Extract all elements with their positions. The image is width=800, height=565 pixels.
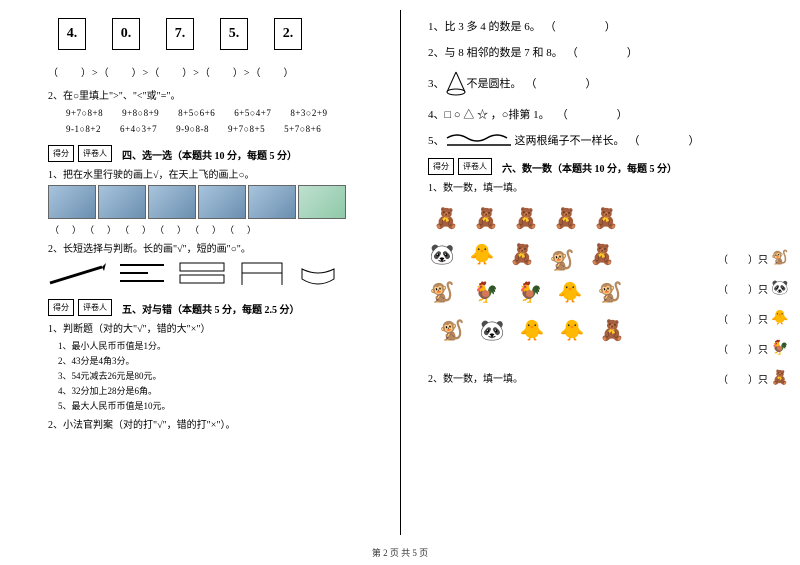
- judge-item: 4、32分加上28分是6角。: [58, 384, 382, 397]
- s6-q1: 1、数一数，填一填。: [428, 179, 760, 194]
- math-row-1: 9+7○8+8 9+8○8+9 8+5○6+6 6+5○4+7 8+3○2+9: [66, 106, 382, 119]
- rooster-icon: 🐓: [472, 278, 500, 306]
- heli-img: [198, 185, 246, 219]
- numbox-1: 4.: [58, 18, 86, 50]
- s5-q2: 2、小法官判案（对的打"√"，错的打"×"）。: [48, 416, 382, 431]
- count-row: （ ）只🐒: [718, 250, 788, 266]
- rooster-icon: 🐓: [516, 278, 544, 306]
- vehicle-images: [48, 185, 382, 219]
- duck-icon: 🐥: [558, 316, 586, 344]
- lines1-icon: [118, 261, 168, 287]
- monkey-icon: 🐒: [438, 316, 466, 344]
- column-divider: [400, 10, 401, 535]
- r-line2: 2、与 8 相邻的数是 7 和 8。（ ）: [428, 44, 760, 60]
- section5-title: 五、对与错（本题共 5 分，每题 2.5 分）: [122, 301, 300, 316]
- judge-item: 1、最小人民币币值是1分。: [58, 339, 382, 352]
- ropes-icon: [445, 132, 515, 148]
- section4-title: 四、选一选（本题共 10 分，每题 5 分）: [122, 147, 297, 162]
- panda-icon: 🐼: [772, 280, 788, 296]
- count-row: （ ）只🧸: [718, 370, 788, 386]
- bear-icon: 🧸: [598, 316, 626, 344]
- score-box: 得分: [48, 299, 74, 316]
- ship2-img: [98, 185, 146, 219]
- s4-q2: 2、长短选择与判断。长的画"√"，短的画"○"。: [48, 240, 382, 255]
- judge-item: 2、43分是4角3分。: [58, 354, 382, 367]
- length-images: [48, 259, 382, 289]
- section6-title: 六、数一数（本题共 10 分，每题 5 分）: [502, 160, 677, 175]
- score-box: 得分: [428, 158, 454, 175]
- rooster-icon: 🐓: [772, 340, 788, 356]
- page-footer: 第 2 页 共 5 页: [0, 546, 800, 559]
- bed-icon: [238, 259, 288, 289]
- sled-icon: [298, 259, 338, 289]
- ship1-img: [48, 185, 96, 219]
- bear-icon: 🧸: [772, 370, 788, 386]
- bear-icon: 🧸: [552, 204, 580, 232]
- numbox-5: 2.: [274, 18, 302, 50]
- numbox-2: 0.: [112, 18, 140, 50]
- math-row-2: 9-1○8+2 6+4○3+7 9-9○8-8 9+7○8+5 5+7○8+6: [66, 122, 382, 135]
- monkey-icon: 🐒: [428, 278, 456, 306]
- grader-box: 评卷人: [78, 299, 112, 316]
- bear-icon: 🧸: [512, 204, 540, 232]
- judge-item: 5、最大人民币币值是10元。: [58, 399, 382, 412]
- s6-q2: 2、数一数，填一填。: [428, 370, 760, 385]
- duck-icon: 🐥: [518, 316, 546, 344]
- count-row: （ ）只🐼: [718, 280, 788, 296]
- pen-icon: [48, 261, 108, 287]
- score-row-4: 得分 评卷人 四、选一选（本题共 10 分，每题 5 分）: [48, 145, 382, 162]
- bear-icon: 🧸: [432, 204, 460, 232]
- duck-icon: 🐥: [556, 278, 584, 306]
- r-line4: 4、□ ○ △ ☆ ，○排第 1。（ ）: [428, 106, 760, 122]
- animal-grid: 🧸 🧸 🧸 🧸 🧸 🐼 🐥 🧸 🐒 🧸 🐒 🐓 🐓 🐥 🐒 🐒 🐼 🐥 🐥 🧸: [428, 200, 638, 360]
- bear-icon: 🧸: [588, 240, 616, 268]
- judge-list: 1、最小人民币币值是1分。 2、43分是4角3分。 3、54元减去26元是80元…: [58, 339, 382, 412]
- score-row-5: 得分 评卷人 五、对与错（本题共 5 分，每题 2.5 分）: [48, 299, 382, 316]
- score-box: 得分: [48, 145, 74, 162]
- grader-box: 评卷人: [78, 145, 112, 162]
- plane-img: [148, 185, 196, 219]
- count-lines: （ ）只🐒 （ ）只🐼 （ ）只🐥 （ ）只🐓 （ ）只🧸: [718, 250, 788, 400]
- numbox-3: 7.: [166, 18, 194, 50]
- s4-q1-blanks: （ ） （ ） （ ） （ ） （ ） （ ）: [50, 223, 382, 236]
- count-row: （ ）只🐓: [718, 340, 788, 356]
- q2-intro: 2、在○里填上">"、"<"或"="。: [48, 87, 382, 102]
- bear-icon: 🧸: [508, 240, 536, 268]
- monkey-icon: 🐒: [596, 278, 624, 306]
- count-row: （ ）只🐥: [718, 310, 788, 326]
- scooter-img: [298, 185, 346, 219]
- roller-img: [248, 185, 296, 219]
- number-boxes: 4. 0. 7. 5. 2.: [58, 18, 382, 50]
- r-line3: 3、 不是圆柱。（ ）: [428, 70, 760, 96]
- compare-blanks: （ ）>（ ）>（ ）>（ ）>（ ）: [48, 64, 382, 79]
- r-line5: 5、 这两根绳子不一样长。（ ）: [428, 132, 760, 148]
- s5-q1: 1、判断题（对的大"√"，错的大"×"）: [48, 320, 382, 335]
- duck-icon: 🐥: [468, 240, 496, 268]
- bear-icon: 🧸: [592, 204, 620, 232]
- s4-q1: 1、把在水里行驶的画上√，在天上飞的画上○。: [48, 166, 382, 181]
- judge-item: 3、54元减去26元是80元。: [58, 369, 382, 382]
- panda-icon: 🐼: [478, 316, 506, 344]
- panda-icon: 🐼: [428, 240, 456, 268]
- monkey-icon: 🐒: [548, 246, 576, 274]
- numbox-4: 5.: [220, 18, 248, 50]
- grader-box: 评卷人: [458, 158, 492, 175]
- monkey-icon: 🐒: [772, 250, 788, 266]
- duck-icon: 🐥: [772, 310, 788, 326]
- bear-icon: 🧸: [472, 204, 500, 232]
- score-row-6: 得分 评卷人 六、数一数（本题共 10 分，每题 5 分）: [428, 158, 760, 175]
- r-line1: 1、比 3 多 4 的数是 6。（ ）: [428, 18, 760, 34]
- cone-icon: [445, 70, 467, 96]
- lines2-icon: [178, 261, 228, 287]
